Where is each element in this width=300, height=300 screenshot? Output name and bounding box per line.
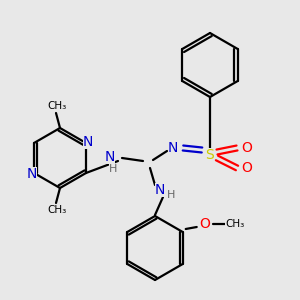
- Text: CH₃: CH₃: [47, 205, 67, 215]
- Text: N: N: [105, 150, 115, 164]
- Text: N: N: [168, 141, 178, 155]
- Text: H: H: [109, 164, 117, 174]
- Text: CH₃: CH₃: [225, 219, 244, 229]
- Text: N: N: [155, 183, 165, 197]
- Text: O: O: [199, 217, 210, 231]
- Text: S: S: [206, 148, 214, 162]
- Text: O: O: [242, 161, 252, 175]
- Text: H: H: [167, 190, 175, 200]
- Text: O: O: [242, 141, 252, 155]
- Text: N: N: [27, 167, 37, 181]
- Text: CH₃: CH₃: [47, 101, 67, 111]
- Text: N: N: [83, 135, 93, 149]
